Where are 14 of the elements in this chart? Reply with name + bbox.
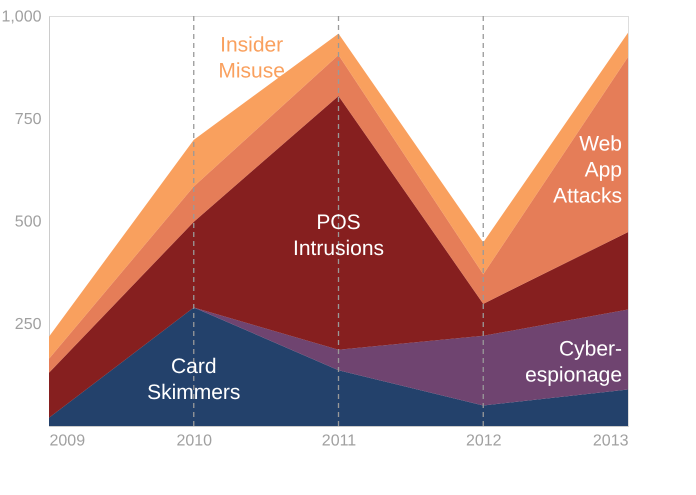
x-tick-label: 2013 (592, 432, 629, 450)
x-tick-label: 2011 (322, 432, 356, 450)
series-label: Insider Misuse (218, 34, 285, 83)
x-tick-label: 2010 (176, 432, 212, 450)
series-label: Card Skimmers (147, 354, 240, 404)
x-tick-label: 2012 (466, 432, 502, 450)
y-tick-label: 750 (14, 111, 42, 128)
y-tick-label: 250 (14, 316, 42, 333)
y-tick-label: 500 (14, 214, 42, 230)
series-label: Cyber-espionage (525, 338, 622, 387)
x-tick-label: 2009 (50, 432, 86, 450)
y-tick-label: 1,000 (1, 8, 42, 26)
series-label: Web App Attacks (553, 132, 622, 208)
series-label: POS Intrusions (292, 210, 384, 260)
